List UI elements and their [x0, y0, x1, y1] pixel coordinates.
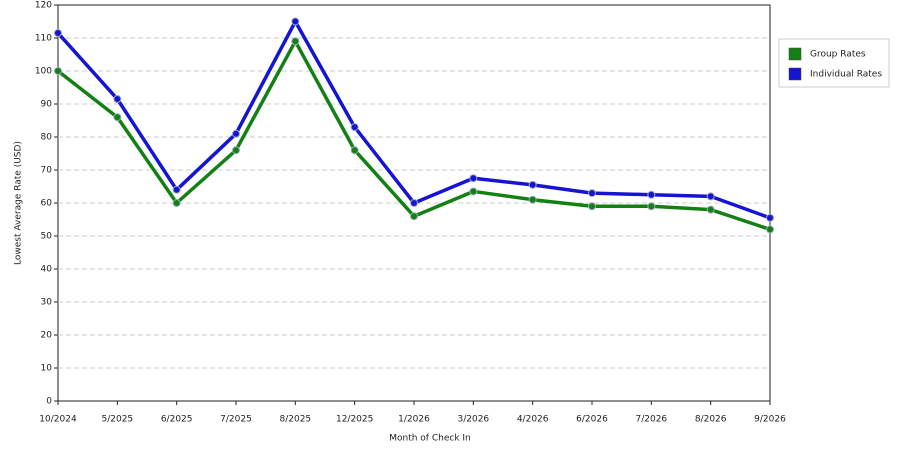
data-point [766, 213, 774, 222]
x-tick-label: 8/2025 [279, 415, 311, 425]
data-point [469, 174, 478, 183]
data-point [647, 190, 656, 199]
data-point [113, 113, 122, 122]
data-point [647, 202, 656, 211]
data-point [410, 212, 418, 221]
data-point [528, 195, 537, 204]
x-tick-label: 5/2025 [101, 415, 133, 425]
y-tick-label: 90 [41, 100, 53, 110]
data-point [469, 187, 478, 196]
x-tick-label: 9/2026 [754, 415, 786, 425]
data-point [172, 185, 181, 194]
data-point [706, 205, 715, 214]
x-tick-label: 3/2026 [457, 415, 489, 425]
data-point [410, 199, 418, 207]
y-tick-label: 40 [41, 265, 53, 275]
data-point [528, 180, 537, 189]
y-tick-label: 0 [46, 397, 52, 407]
y-tick-label: 110 [35, 34, 52, 44]
data-point [350, 123, 359, 132]
x-tick-label: 7/2026 [635, 415, 667, 425]
data-point [54, 67, 62, 75]
data-point [588, 189, 596, 198]
data-point [291, 17, 300, 26]
x-tick-label: 8/2026 [695, 415, 727, 425]
y-tick-label: 80 [41, 133, 53, 143]
y-tick-label: 70 [41, 166, 53, 176]
y-axis-label: Lowest Average Rate (USD) [14, 141, 24, 265]
data-point [232, 129, 240, 138]
data-point [706, 192, 715, 201]
y-tick-label: 100 [35, 67, 52, 77]
y-tick-label: 20 [41, 331, 53, 341]
x-tick-label: 4/2026 [517, 415, 549, 425]
y-tick-label: 10 [41, 364, 53, 374]
legend-label: Individual Rates [810, 70, 882, 80]
data-point [54, 29, 62, 38]
data-point [232, 146, 240, 155]
y-tick-label: 50 [41, 232, 53, 242]
data-point [350, 146, 359, 155]
y-tick-label: 120 [35, 1, 52, 11]
legend-swatch [788, 47, 802, 61]
data-point [291, 37, 300, 46]
x-tick-label: 6/2026 [576, 415, 608, 425]
data-point [113, 95, 122, 104]
legend-label: Group Rates [810, 50, 866, 60]
legend-swatch [788, 67, 802, 81]
x-tick-label: 12/2025 [336, 415, 373, 425]
x-tick-label: 6/2025 [161, 415, 193, 425]
y-tick-label: 60 [41, 199, 53, 209]
x-tick-label: 1/2026 [398, 415, 430, 425]
x-tick-label: 7/2025 [220, 415, 252, 425]
data-point [766, 225, 774, 234]
data-point [588, 202, 596, 211]
data-point [172, 199, 181, 207]
x-tick-label: 10/2024 [39, 415, 77, 425]
x-axis-label: Month of Check In [389, 434, 471, 444]
y-tick-label: 30 [41, 298, 53, 308]
